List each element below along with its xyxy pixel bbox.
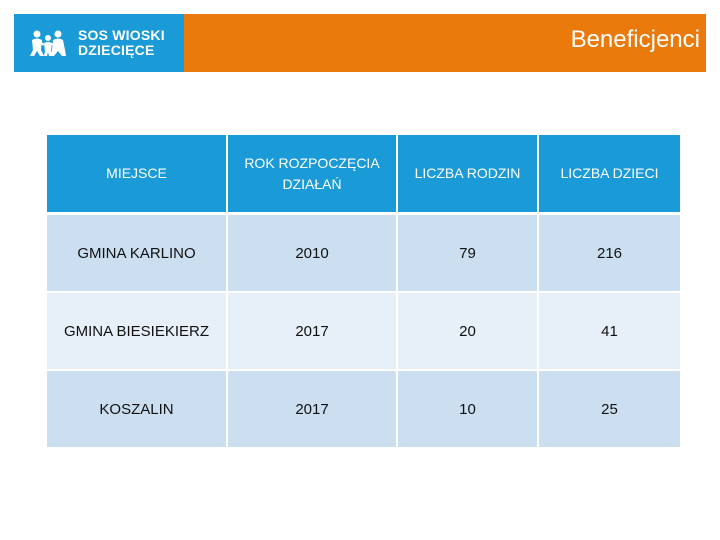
column-header-start-year: ROK ROZPOCZĘCIA DZIAŁAŃ	[227, 135, 398, 215]
table-cell: 20	[397, 292, 539, 371]
table-row: GMINA BIESIEKIERZ 2017 20 41	[47, 292, 680, 371]
logo: SOS WIOSKI DZIECIĘCE	[14, 14, 184, 72]
logo-line-1: SOS WIOSKI	[78, 27, 165, 43]
table-cell: 10	[397, 370, 539, 449]
table-row: GMINA KARLINO 2010 79 216	[47, 213, 680, 293]
table-cell: 79	[397, 213, 539, 293]
table-row: KOSZALIN 2017 10 25	[47, 370, 680, 449]
table-cell: 2017	[227, 370, 398, 449]
table-cell: 25	[538, 370, 680, 449]
table-cell: 41	[538, 292, 680, 371]
table-cell: 2017	[227, 292, 398, 371]
sos-children-logo-icon	[30, 30, 66, 56]
logo-text: SOS WIOSKI DZIECIĘCE	[78, 28, 165, 58]
table-cell: GMINA KARLINO	[47, 213, 228, 293]
table-cell: KOSZALIN	[47, 370, 228, 449]
column-header-family-count: LICZBA RODZIN	[397, 135, 539, 215]
page-title: Beneficjenci	[570, 26, 700, 53]
table-cell: 2010	[227, 213, 398, 293]
column-header-place: MIEJSCE	[47, 135, 228, 215]
beneficiaries-table: MIEJSCE ROK ROZPOCZĘCIA DZIAŁAŃ LICZBA R…	[47, 135, 680, 449]
logo-line-2: DZIECIĘCE	[78, 42, 155, 58]
table-cell: 216	[538, 213, 680, 293]
table-header-row: MIEJSCE ROK ROZPOCZĘCIA DZIAŁAŃ LICZBA R…	[47, 135, 680, 215]
column-header-children-count: LICZBA DZIECI	[538, 135, 680, 215]
table-cell: GMINA BIESIEKIERZ	[47, 292, 228, 371]
